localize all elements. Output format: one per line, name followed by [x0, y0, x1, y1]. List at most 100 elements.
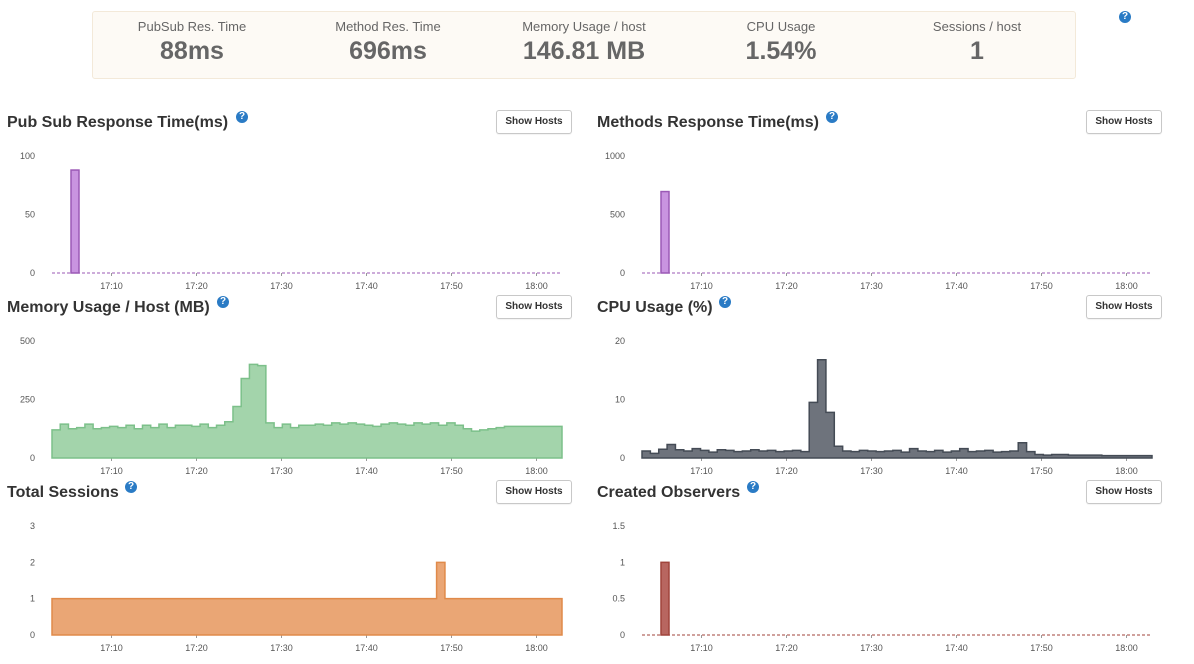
question-circle-icon[interactable]: ? — [217, 296, 229, 308]
chart-title: Methods Response Time(ms) — [597, 114, 819, 131]
x-tick-label: 17:50 — [440, 643, 463, 653]
y-tick-label: 20 — [615, 336, 625, 346]
x-tick-label: 17:10 — [100, 281, 123, 291]
x-tick-label: 17:10 — [100, 466, 123, 476]
y-tick-label: 50 — [25, 210, 35, 220]
y-tick-label: 1000 — [605, 151, 625, 161]
question-circle-icon[interactable]: ? — [826, 111, 838, 123]
question-circle-icon[interactable]: ? — [1119, 11, 1131, 23]
y-tick-label: 0 — [620, 268, 625, 278]
stat-method-response: Method Res. Time 696ms — [303, 12, 473, 66]
x-tick-label: 18:00 — [1115, 466, 1138, 476]
stat-sessions-per-host: Sessions / host 1 — [892, 12, 1062, 66]
chart-cpu: 0 10 20 17:10 17:20 17:30 17:40 17:50 18:00 — [615, 336, 1153, 476]
x-tick-label: 17:20 — [775, 466, 798, 476]
spike-bar — [70, 169, 80, 274]
x-tick-label: 17:20 — [185, 281, 208, 291]
x-tick-label: 17:30 — [270, 281, 293, 291]
stat-value: 1 — [970, 37, 984, 65]
x-tick-label: 18:00 — [1115, 643, 1138, 653]
chart-methods: 0 500 1000 17:10 17:20 17:30 17:40 17:50 18:00 — [605, 151, 1152, 291]
show-hosts-button[interactable]: Show Hosts — [496, 480, 572, 504]
stat-pubsub-response: PubSub Res. Time 88ms — [107, 12, 277, 66]
x-tick-label: 17:20 — [185, 466, 208, 476]
stat-label: Method Res. Time — [335, 19, 441, 34]
show-hosts-button[interactable]: Show Hosts — [496, 110, 572, 134]
x-tick-label: 17:20 — [775, 643, 798, 653]
x-tick-label: 17:30 — [270, 643, 293, 653]
y-tick-label: 250 — [20, 395, 35, 405]
chart-title: Total Sessions — [7, 484, 119, 501]
y-tick-label: 1.5 — [612, 521, 625, 531]
y-tick-label: 500 — [610, 210, 625, 220]
chart-title: Memory Usage / Host (MB) — [7, 299, 210, 316]
x-tick-label: 17:40 — [355, 643, 378, 653]
y-tick-label: 500 — [20, 336, 35, 346]
y-tick-label: 1 — [30, 594, 35, 604]
x-tick-label: 17:50 — [440, 281, 463, 291]
x-tick-label: 17:30 — [860, 643, 883, 653]
panel-methods-response: Methods Response Time(ms) ? Show Hosts 0… — [597, 110, 1162, 294]
show-hosts-button[interactable]: Show Hosts — [1086, 480, 1162, 504]
show-hosts-button[interactable]: Show Hosts — [1086, 295, 1162, 319]
question-circle-icon[interactable]: ? — [236, 111, 248, 123]
x-tick-label: 17:40 — [355, 281, 378, 291]
area-series — [51, 363, 563, 459]
x-tick-label: 17:50 — [1030, 466, 1053, 476]
x-tick-label: 17:50 — [440, 466, 463, 476]
y-tick-label: 10 — [615, 395, 625, 405]
x-tick-label: 17:50 — [1030, 643, 1053, 653]
show-hosts-button[interactable]: Show Hosts — [496, 295, 572, 319]
stat-label: Sessions / host — [932, 19, 1022, 34]
chart-sessions: 0 1 2 3 17:10 17:20 17:30 17:40 17:50 18:00 — [30, 521, 563, 653]
y-tick-label: 0 — [30, 268, 35, 278]
chart-title: CPU Usage (%) — [597, 299, 713, 316]
chart-pubsub: 0 50 100 17:10 17:20 17:30 17:40 17:50 18:00 — [20, 151, 562, 291]
panel-pubsub-response: Pub Sub Response Time(ms) ? Show Hosts 0… — [7, 110, 572, 294]
x-tick-label: 17:40 — [945, 643, 968, 653]
area-series — [51, 561, 563, 636]
x-tick-label: 17:10 — [690, 643, 713, 653]
x-tick-label: 18:00 — [525, 281, 548, 291]
x-tick-label: 17:20 — [185, 643, 208, 653]
x-tick-label: 17:40 — [355, 466, 378, 476]
chart-title: Created Observers — [597, 484, 741, 501]
question-circle-icon[interactable]: ? — [125, 481, 137, 493]
panel-total-sessions: Total Sessions ? Show Hosts 0 1 2 3 17:10 17:… — [7, 480, 572, 664]
y-tick-label: 0 — [620, 453, 625, 463]
stat-label: PubSub Res. Time — [137, 19, 247, 34]
stat-value: 1.54% — [745, 37, 817, 65]
y-tick-label: 3 — [30, 521, 35, 531]
y-tick-label: 100 — [20, 151, 35, 161]
y-tick-label: 0 — [620, 630, 625, 640]
area-series — [641, 358, 1153, 459]
spike-bar — [660, 561, 670, 636]
stat-label: Memory Usage / host — [522, 19, 646, 34]
x-tick-label: 17:50 — [1030, 281, 1053, 291]
x-tick-label: 17:40 — [945, 466, 968, 476]
panel-memory-usage: Memory Usage / Host (MB) ? Show Hosts 0 2… — [7, 295, 572, 479]
show-hosts-button[interactable]: Show Hosts — [1086, 110, 1162, 134]
x-tick-label: 17:10 — [100, 643, 123, 653]
x-tick-label: 18:00 — [525, 643, 548, 653]
stat-memory-usage: Memory Usage / host 146.81 MB — [499, 12, 669, 66]
x-tick-label: 17:30 — [860, 281, 883, 291]
y-tick-label: 0 — [30, 453, 35, 463]
question-circle-icon[interactable]: ? — [719, 296, 731, 308]
spike-bar — [660, 190, 670, 274]
x-tick-label: 17:30 — [270, 466, 293, 476]
x-tick-label: 18:00 — [525, 466, 548, 476]
stat-value: 146.81 MB — [522, 37, 646, 65]
x-tick-label: 17:10 — [690, 281, 713, 291]
chart-title: Pub Sub Response Time(ms) — [7, 114, 229, 131]
summary-panel: PubSub Res. Time 88ms Method Res. Time 6… — [92, 11, 1076, 79]
x-tick-label: 17:30 — [860, 466, 883, 476]
panel-created-observers: Created Observers ? Show Hosts 0 0.5 1 1.5 1… — [597, 480, 1162, 664]
question-circle-icon[interactable]: ? — [747, 481, 759, 493]
stat-cpu-usage: CPU Usage 1.54% — [696, 12, 866, 66]
y-tick-label: 1 — [620, 557, 625, 567]
y-tick-label: 0.5 — [612, 594, 625, 604]
y-tick-label: 0 — [30, 630, 35, 640]
stat-value: 696ms — [349, 37, 427, 65]
x-tick-label: 17:20 — [775, 281, 798, 291]
